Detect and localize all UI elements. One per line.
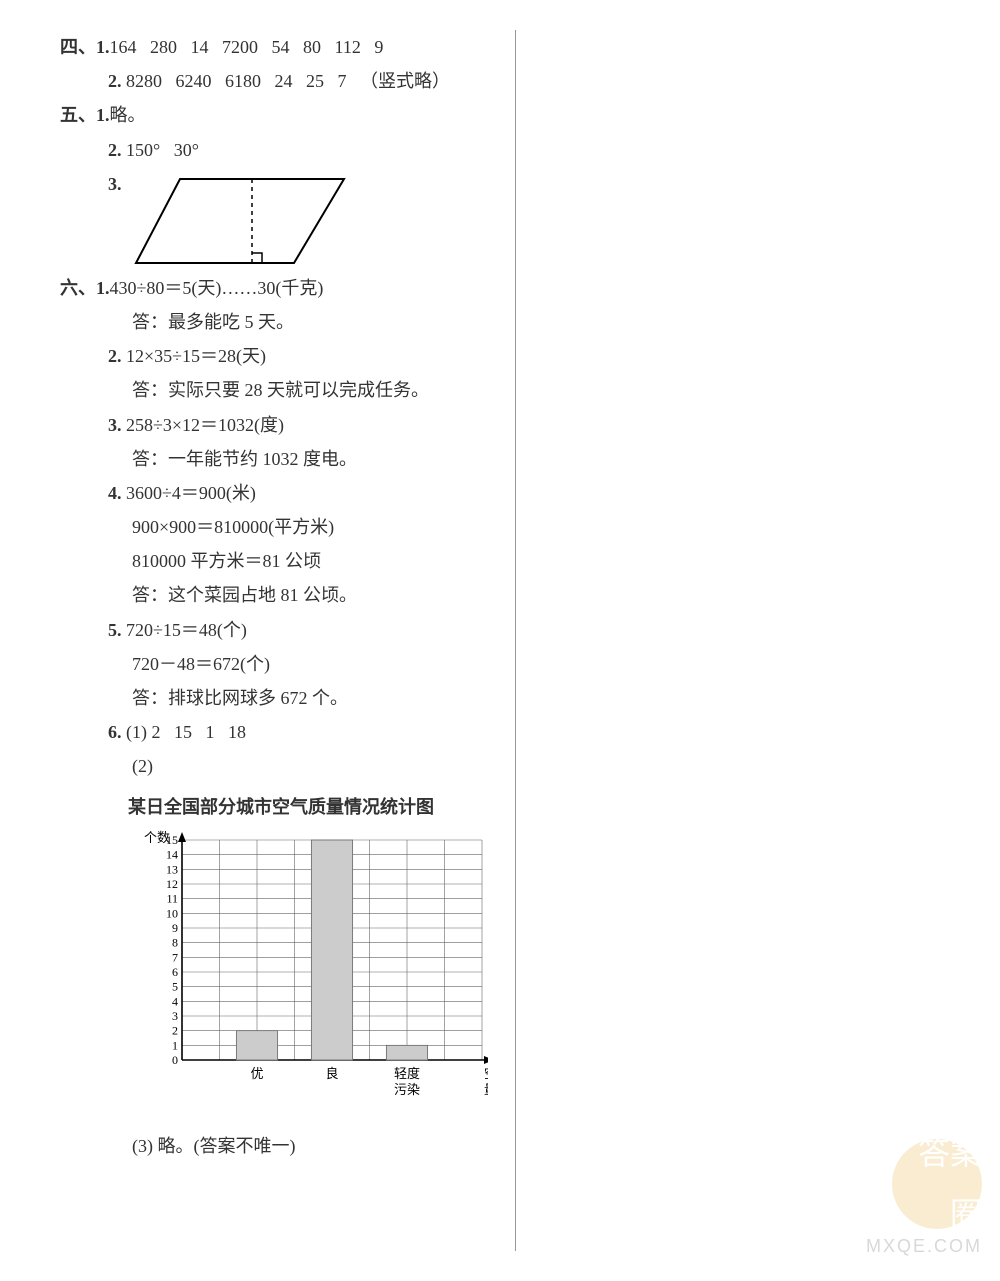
s6-q5-ans: 答：排球比网球多 672 个。 (60, 681, 500, 715)
svg-text:4: 4 (172, 994, 178, 1008)
s5-q2-text: 150° 30° (126, 140, 199, 160)
chart-title: 某日全国部分城市空气质量情况统计图 (60, 790, 500, 824)
s6-q3-calc: 258÷3×12＝1032(度) (126, 415, 284, 435)
s6-q3-label: 3. (108, 415, 122, 435)
s5-q3-label: 3. (108, 167, 122, 201)
s6-q6-label: 6. (108, 722, 122, 742)
s6-q2-calc: 12×35÷15＝28(天) (126, 346, 266, 366)
s4-q2-label: 2. (108, 71, 122, 91)
s5-q2-label: 2. (108, 140, 122, 160)
svg-text:10: 10 (166, 906, 178, 920)
svg-text:14: 14 (166, 847, 178, 861)
section-6-label: 六、 (60, 271, 96, 305)
s4-q1-label: 1. (96, 30, 110, 64)
watermark-site: MXQE.COM (866, 1229, 982, 1263)
s6-q6-p1-values: 2 15 1 18 (152, 722, 247, 742)
s6-q4-ans: 答：这个菜园占地 81 公顷。 (60, 578, 500, 612)
svg-text:8: 8 (172, 935, 178, 949)
s6-q4-calc3: 810000 平方米＝81 公顷 (60, 544, 500, 578)
s6-q6-p3-text: 略。(答案不唯一) (158, 1136, 296, 1156)
s6-q3-ans: 答：一年能节约 1032 度电。 (60, 442, 500, 476)
s6-q4-calc2: 900×900＝810000(平方米) (60, 510, 500, 544)
s6-q6-p1-label: (1) (126, 722, 147, 742)
svg-text:优: 优 (250, 1066, 263, 1081)
air-quality-chart: 个数0123456789101112131415优良轻度污染空气质量状况 (60, 830, 500, 1121)
svg-text:污染: 污染 (394, 1082, 420, 1097)
s6-q4-calc1: 3600÷4＝900(米) (126, 483, 256, 503)
s6-q4-label: 4. (108, 483, 122, 503)
svg-text:9: 9 (172, 921, 178, 935)
svg-text:7: 7 (172, 950, 178, 964)
section-5-label: 五、 (60, 98, 96, 132)
svg-text:轻度: 轻度 (394, 1066, 420, 1081)
s6-q2-label: 2. (108, 346, 122, 366)
s6-q1-calc: 430÷80＝5(天)……30(千克) (110, 271, 324, 305)
svg-text:量状况: 量状况 (484, 1082, 488, 1097)
section-4-label: 四、 (60, 30, 96, 64)
svg-text:良: 良 (325, 1066, 338, 1081)
svg-text:6: 6 (172, 965, 178, 979)
s6-q5-calc1: 720÷15＝48(个) (126, 620, 247, 640)
svg-text:5: 5 (172, 979, 178, 993)
svg-text:空气质: 空气质 (484, 1066, 488, 1081)
svg-text:2: 2 (172, 1023, 178, 1037)
svg-text:0: 0 (172, 1053, 178, 1067)
s4-q2-values: 8280 6240 6180 24 25 7 （竖式略） (126, 71, 450, 91)
s6-q1-label: 1. (96, 271, 110, 305)
s6-q6-p3-label: (3) (132, 1136, 153, 1156)
s5-q1-text: 略。 (110, 98, 146, 132)
watermark: 答案圈 MXQE.COM (866, 1139, 982, 1263)
svg-text:3: 3 (172, 1009, 178, 1023)
s6-q5-label: 5. (108, 620, 122, 640)
svg-text:13: 13 (166, 862, 178, 876)
s6-q2-ans: 答：实际只要 28 天就可以完成任务。 (60, 373, 500, 407)
watermark-circle: 答案圈 (892, 1139, 982, 1229)
column-divider (515, 30, 516, 1251)
s4-q1-values: 164 280 14 7200 54 80 112 9 (110, 30, 384, 64)
svg-text:1: 1 (172, 1038, 178, 1052)
svg-text:11: 11 (166, 891, 178, 905)
svg-text:15: 15 (166, 833, 178, 847)
s6-q1-ans: 答：最多能吃 5 天。 (60, 305, 500, 339)
svg-text:12: 12 (166, 877, 178, 891)
s5-q1-label: 1. (96, 98, 110, 132)
parallelogram-figure (130, 171, 350, 271)
s6-q6-p2-label: (2) (132, 756, 153, 776)
s6-q5-calc2: 720－48＝672(个) (60, 647, 500, 681)
